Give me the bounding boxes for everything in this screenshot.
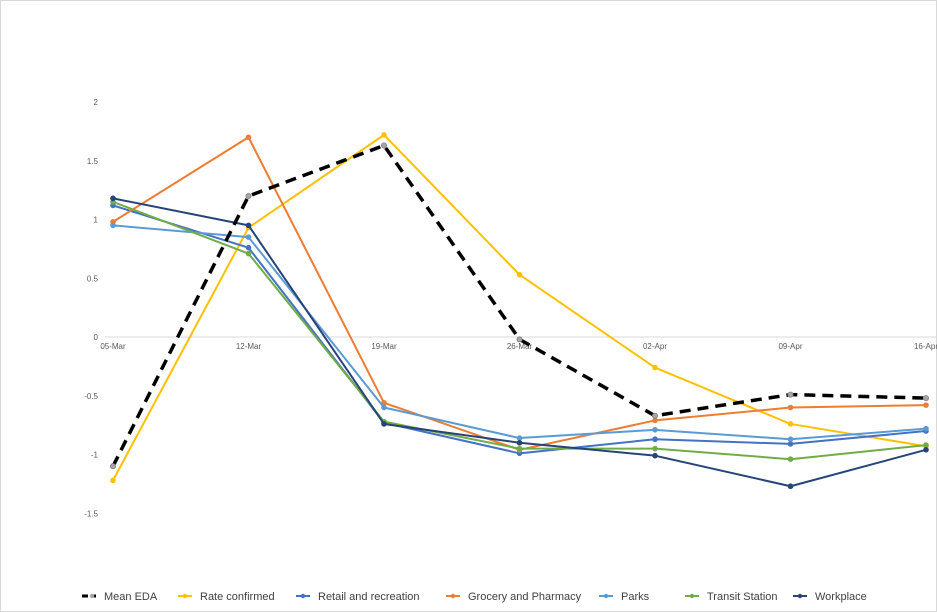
data-point <box>923 402 929 408</box>
series-line <box>112 133 927 481</box>
data-point <box>381 404 387 411</box>
data-point <box>787 404 794 411</box>
data-point <box>516 439 523 446</box>
y-tick-label: 0 <box>94 333 99 342</box>
series-line <box>112 136 927 451</box>
legend-item: Workplace <box>793 591 867 603</box>
data-point <box>245 192 252 199</box>
legend-item: Retail and recreation <box>296 591 420 603</box>
x-tick-label: 05-Mar <box>100 342 126 351</box>
data-point <box>110 222 116 229</box>
legend-item: Mean EDA <box>82 591 158 603</box>
series-workplace <box>110 195 929 490</box>
data-point <box>652 452 658 459</box>
y-tick-label: 1 <box>94 216 99 225</box>
series-mean-eda <box>110 142 930 470</box>
data-point <box>516 435 523 441</box>
series-line <box>111 143 927 468</box>
data-point <box>652 436 658 443</box>
legend-label: Grocery and Pharmacy <box>468 591 582 603</box>
data-point <box>787 441 794 447</box>
legend-item: Parks <box>599 591 650 603</box>
data-point <box>110 195 116 202</box>
data-point <box>245 222 252 229</box>
data-point <box>652 445 658 452</box>
data-point <box>923 425 929 432</box>
legend-label: Retail and recreation <box>318 591 420 603</box>
data-point <box>787 483 794 490</box>
y-tick-label: -0.5 <box>84 392 98 401</box>
x-tick-label: 02-Apr <box>643 342 667 351</box>
legend-item: Transit Station <box>685 591 778 603</box>
legend-marker <box>182 593 188 599</box>
data-point <box>380 142 387 149</box>
legend-label: Rate confirmed <box>200 591 275 603</box>
legend-marker <box>300 593 306 599</box>
series-layer <box>110 132 930 490</box>
series-line <box>112 204 927 455</box>
data-point <box>652 417 658 424</box>
data-point <box>787 456 794 463</box>
legend-marker <box>603 593 609 599</box>
y-tick-label: 0.5 <box>87 274 99 283</box>
legend-label: Transit Station <box>707 591 778 603</box>
y-tick-label: 2 <box>94 98 99 107</box>
series-rate-confirmed <box>110 132 929 484</box>
data-point <box>110 477 116 484</box>
data-point <box>923 395 930 402</box>
data-point <box>923 446 929 453</box>
data-point <box>245 244 252 251</box>
data-point <box>652 412 659 419</box>
data-point <box>245 134 252 141</box>
legend-marker <box>450 593 456 599</box>
legend: Mean EDA Rate confirmed Retail and recreat… <box>82 591 867 603</box>
y-tick-label: 1.5 <box>87 157 99 166</box>
y-axis-ticks: 2 1.5 1 0.5 0 -0.5 -1 -1.5 <box>84 98 98 518</box>
data-point <box>381 132 387 138</box>
x-tick-label: 12-Mar <box>236 342 262 351</box>
y-tick-label: -1.5 <box>84 509 98 518</box>
data-point <box>381 421 387 427</box>
data-point <box>923 442 929 448</box>
series-line <box>112 200 927 461</box>
x-tick-label: 26-Mar <box>507 342 533 351</box>
data-point <box>787 421 794 427</box>
data-point <box>787 391 794 398</box>
legend-item: Grocery and Pharmacy <box>446 591 582 603</box>
legend-marker <box>797 593 803 599</box>
data-point <box>787 436 794 443</box>
x-tick-label: 16-Apr <box>914 342 937 351</box>
x-axis-ticks: 05-Mar 12-Mar 19-Mar 26-Mar 02-Apr 09-Apr 16-A… <box>100 342 937 351</box>
legend-item: Rate confirmed <box>178 591 275 603</box>
data-point <box>516 336 523 343</box>
data-point <box>652 427 658 433</box>
legend-marker <box>89 593 95 599</box>
data-point <box>245 250 252 257</box>
data-point <box>245 234 252 240</box>
series-transit-station <box>110 199 929 463</box>
data-point <box>652 364 658 371</box>
x-tick-label: 09-Apr <box>778 342 802 351</box>
data-point <box>110 463 117 470</box>
data-point <box>516 271 523 278</box>
series-parks <box>110 222 929 443</box>
series-grocery-and-pharmacy <box>110 134 929 453</box>
y-tick-label: -1 <box>91 451 99 460</box>
legend-label: Parks <box>621 591 650 603</box>
legend-marker <box>689 593 695 599</box>
legend-label: Mean EDA <box>104 591 158 603</box>
series-retail-and-recreation <box>110 202 929 457</box>
x-tick-label: 19-Mar <box>371 342 397 351</box>
data-point <box>516 445 523 452</box>
legend-label: Workplace <box>815 591 867 603</box>
